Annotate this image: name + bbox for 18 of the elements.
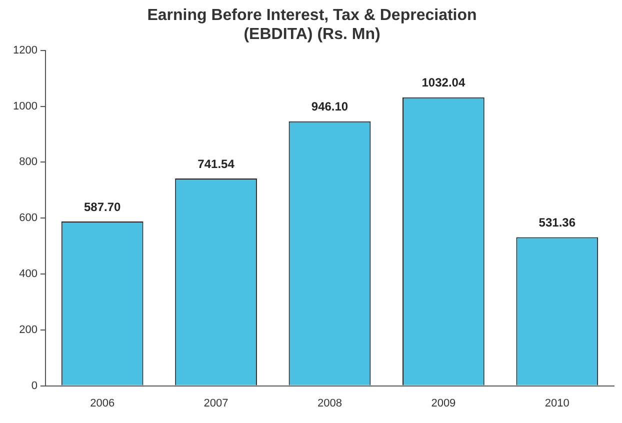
x-tick-label: 2007 <box>204 397 228 410</box>
y-tick-label: 600 <box>19 212 38 224</box>
data-label: 946.10 <box>311 100 348 114</box>
y-tick-label: 0 <box>31 380 38 392</box>
y-tick-label: 800 <box>19 156 38 168</box>
x-tick-label: 2008 <box>317 397 342 410</box>
data-label: 587.70 <box>84 200 121 214</box>
data-label: 531.36 <box>538 216 576 230</box>
x-tick-label: 2009 <box>431 397 456 410</box>
chart-title: Earning Before Interest, Tax & Depreciation (EBDITA) (Rs. Mn) <box>147 7 477 44</box>
x-tick-label: 2010 <box>544 397 570 410</box>
y-tick-label: 1200 <box>12 44 38 56</box>
data-label: 1032.04 <box>422 76 466 90</box>
x-tick-label: 2006 <box>90 397 115 410</box>
y-tick-label: 1000 <box>12 100 38 112</box>
data-label: 741.54 <box>198 156 235 171</box>
y-tick-label: 200 <box>19 324 38 336</box>
y-tick-label: 400 <box>19 268 38 280</box>
